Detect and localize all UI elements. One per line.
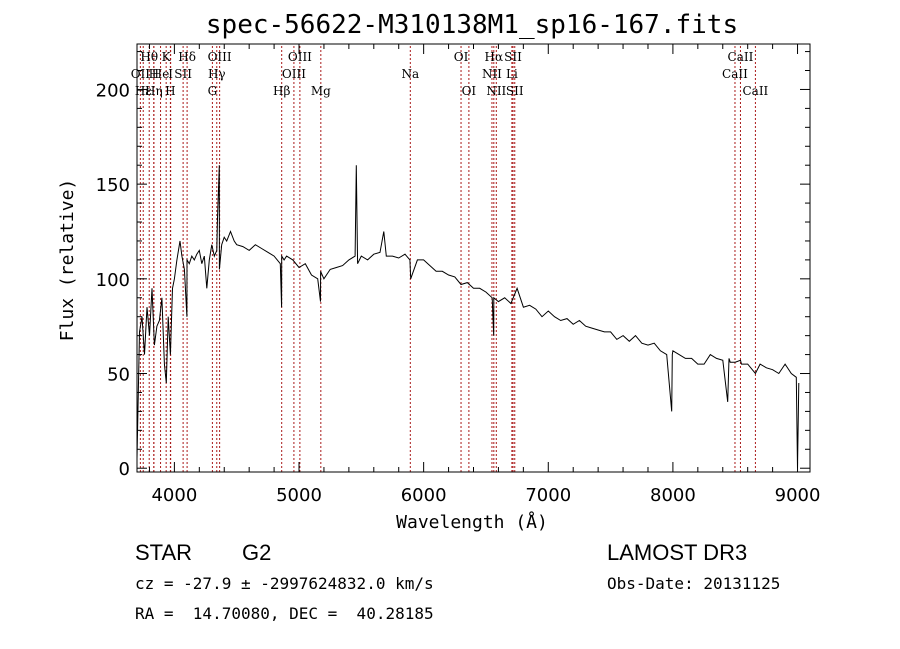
spectral-line-label: OIII xyxy=(282,67,306,81)
object-subclass: G2 xyxy=(242,540,272,565)
spectral-line-label: H xyxy=(165,84,175,98)
spectral-line-label: NII xyxy=(482,67,502,81)
y-axis-ticks: 0 50 100 150 200 xyxy=(96,51,810,480)
y-tick-label: 150 xyxy=(96,175,130,196)
x-tick-label: 8000 xyxy=(650,485,696,506)
object-class: STAR xyxy=(135,540,193,565)
spectral-line-label: He xyxy=(152,67,170,81)
x-tick-label: 6000 xyxy=(401,485,447,506)
y-tick-label: 0 xyxy=(119,459,130,480)
y-tick-label: 50 xyxy=(107,365,130,386)
spectral-line-label: Hα xyxy=(485,50,504,64)
spectral-line-label: Hβ xyxy=(273,84,290,98)
spectral-line-label: CaII xyxy=(742,84,768,98)
x-axis-ticks: 4000 5000 6000 7000 8000 9000 xyxy=(148,44,821,506)
spectral-line-markers xyxy=(139,46,756,472)
spectral-line-label: SII xyxy=(174,67,192,81)
spectral-line-label: Hδ xyxy=(178,50,196,64)
spectral-line-label: OII xyxy=(131,67,151,81)
x-tick-label: 4000 xyxy=(151,485,197,506)
spectral-line-label: Mg xyxy=(311,84,331,98)
spectral-line-label: OI xyxy=(454,50,469,64)
x-tick-label: 7000 xyxy=(525,485,571,506)
plot-frame xyxy=(136,43,811,473)
spectral-line-label: H xyxy=(149,67,159,81)
spectral-line-label: CaII xyxy=(728,50,754,64)
chart-title: spec-56622-M310138M1_sp16-167.fits xyxy=(206,10,738,40)
spectral-line-label: Hγ xyxy=(208,67,226,81)
spectrum-line xyxy=(136,165,800,469)
spectral-line-label: Hε xyxy=(135,84,152,98)
spectral-line-label: CaII xyxy=(722,67,748,81)
spectral-line-label: OIII xyxy=(288,50,312,64)
survey-name: LAMOST DR3 xyxy=(607,540,748,565)
spectral-line-label: I xyxy=(168,67,173,81)
spectral-line-label: SII xyxy=(506,84,524,98)
x-tick-label: 5000 xyxy=(276,485,322,506)
x-tick-label: 9000 xyxy=(775,485,821,506)
spectral-line-label: Hη xyxy=(145,84,163,98)
y-tick-label: 200 xyxy=(96,80,130,101)
x-axis-label: Wavelength (Å) xyxy=(396,511,548,533)
ra-dec: RA = 14.70080, DEC = 40.28185 xyxy=(135,604,434,623)
obs-date: Obs-Date: 20131125 xyxy=(607,574,781,593)
spectral-line-label: Li xyxy=(506,67,518,81)
spectral-line-label: SII xyxy=(504,50,522,64)
spectral-line-label: OIII xyxy=(208,50,232,64)
spectral-line-label: NII xyxy=(486,84,506,98)
y-axis-label: Flux (relative) xyxy=(57,179,78,342)
y-tick-label: 100 xyxy=(96,270,130,291)
spectral-line-label: OI xyxy=(462,84,477,98)
cz-value: cz = -27.9 ± -2997624832.0 km/s xyxy=(135,574,434,593)
spectral-line-label: G xyxy=(208,84,218,98)
spectral-line-label: Na xyxy=(401,67,419,81)
spectral-line-label: Hθ xyxy=(140,50,158,64)
spectral-line-label: K xyxy=(162,50,172,64)
